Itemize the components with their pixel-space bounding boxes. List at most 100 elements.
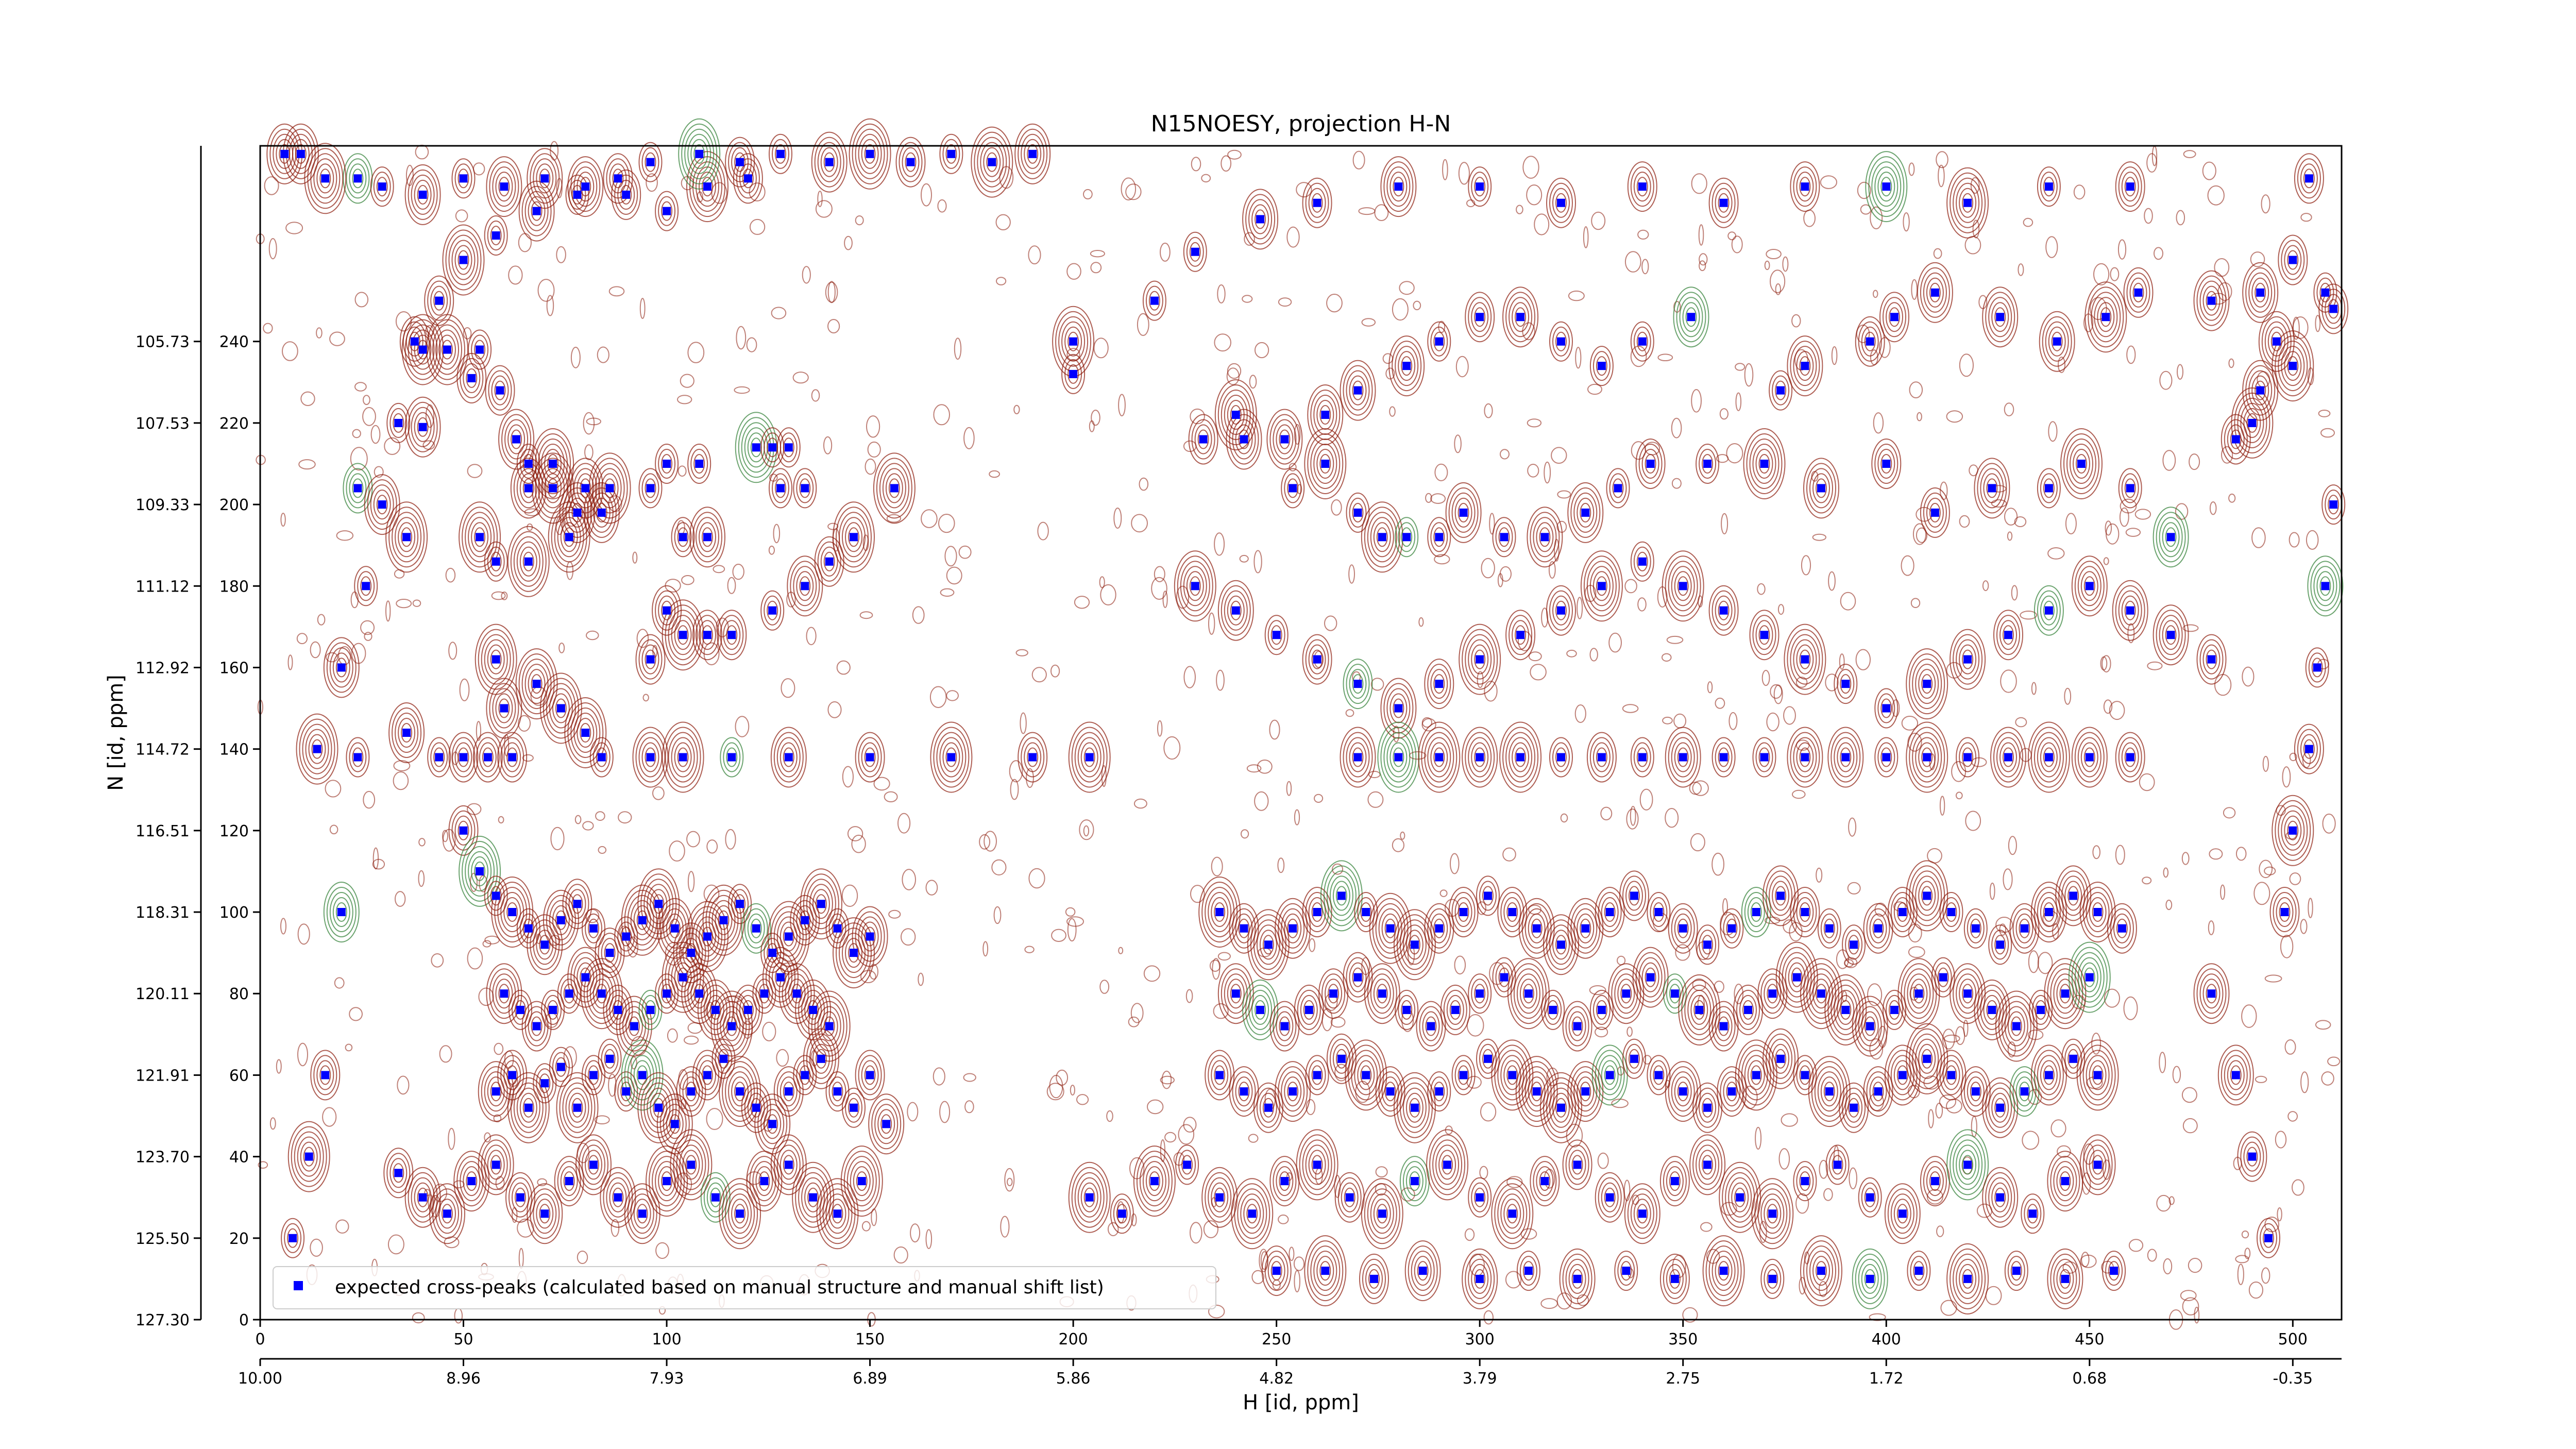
peak-contour (1812, 1256, 1830, 1286)
peak-contour (1349, 497, 1367, 528)
noise-contour (893, 1246, 908, 1263)
peak-contour (492, 688, 516, 729)
peak-contour (2156, 512, 2186, 563)
peak-contour (562, 879, 592, 930)
peak-contour (1936, 1050, 1967, 1101)
peak-contour (2118, 166, 2142, 207)
peak-contour (354, 566, 378, 606)
peak-contour (723, 620, 741, 650)
noise-contour (901, 928, 916, 946)
peak-contour (671, 737, 695, 778)
peak-contour (2033, 732, 2064, 783)
peak-contour (868, 1093, 905, 1155)
peak-contour (1874, 737, 1899, 778)
cross-peak-marker (1605, 1193, 1614, 1202)
cross-peak-marker (1573, 1274, 1582, 1283)
noise-contour (1477, 671, 1484, 688)
peak-contour (506, 747, 518, 767)
peak-contour (2083, 747, 2095, 767)
peak-contour (2050, 1253, 2080, 1304)
peak-contour (1620, 1261, 1632, 1281)
peak-contour (1509, 297, 1533, 338)
noise-contour (1623, 1180, 1631, 1202)
peak-contour (1837, 995, 1855, 1025)
peak-contour (1858, 1006, 1882, 1047)
peak-contour (1344, 1187, 1355, 1207)
peak-contour (1424, 659, 1454, 710)
cross-peak-marker (476, 867, 484, 875)
peak-contour (783, 437, 794, 458)
noise-contour (1999, 923, 2006, 936)
y-index-tick-label: 0 (239, 1311, 249, 1329)
cross-peak-marker (638, 1209, 647, 1218)
cross-peak-marker (2289, 362, 2297, 370)
cross-peak-marker (2313, 663, 2321, 672)
peak-contour (2080, 571, 2098, 601)
peak-contour (1552, 930, 1570, 960)
peak-contour (1305, 182, 1329, 223)
peak-contour (1325, 979, 1343, 1009)
noise-contour (431, 953, 444, 968)
noise-contour (1782, 256, 1789, 272)
peak-contour (2073, 449, 2090, 479)
noise-contour (2008, 836, 2017, 855)
x-index-tick-label: 450 (2075, 1330, 2104, 1349)
cross-peak-marker (1386, 924, 1395, 933)
peak-contour (718, 910, 730, 930)
peak-contour (2082, 1050, 2113, 1101)
noise-contour (1190, 1222, 1202, 1244)
peak-contour (495, 172, 513, 202)
cross-peak-marker (663, 989, 671, 998)
cross-peak-marker (768, 949, 777, 957)
noise-contour (1665, 808, 1679, 828)
peak-contour (1956, 1144, 1980, 1185)
noise-contour (1466, 199, 1476, 207)
x-ppm-tick-label: 5.86 (1056, 1370, 1091, 1388)
peak-contour (762, 947, 799, 1008)
noise-contour (1458, 162, 1470, 185)
peak-contour (1399, 919, 1430, 970)
cross-peak-marker (2256, 288, 2265, 297)
peak-contour (1116, 1204, 1128, 1224)
noise-contour (558, 643, 565, 653)
peak-contour (1929, 502, 1941, 523)
peak-contour (755, 979, 773, 1009)
noise-contour (1566, 649, 1577, 658)
peak-contour (1546, 177, 1576, 228)
peak-contour (1113, 1199, 1131, 1229)
peak-contour (1887, 887, 1918, 937)
peak-contour (1751, 1178, 1794, 1250)
noise-contour (1908, 162, 1915, 176)
cross-peak-marker (1638, 182, 1647, 191)
cross-peak-marker (2020, 1087, 2029, 1096)
peak-contour (1346, 957, 1370, 998)
peak-contour (696, 615, 719, 655)
peak-contour (2257, 1218, 2280, 1258)
peak-contour (592, 742, 611, 772)
noise-contour (632, 551, 638, 564)
noise-contour (1352, 150, 1365, 170)
noise-contour (310, 1238, 323, 1257)
cross-peak-marker (1801, 362, 1809, 370)
noise-contour (1777, 604, 1785, 615)
noise-contour (979, 834, 991, 850)
peak-contour (812, 889, 830, 919)
peak-contour (506, 902, 518, 922)
noise-contour (1442, 159, 1448, 180)
peak-contour (352, 478, 364, 498)
cross-peak-marker (1427, 1022, 1435, 1031)
peak-contour (720, 615, 744, 655)
peak-contour (864, 926, 876, 947)
peak-contour (1912, 1033, 1942, 1084)
peak-contour (882, 468, 906, 509)
peak-contour (2027, 1204, 2039, 1224)
peak-contour (273, 133, 297, 174)
peak-contour (744, 1087, 768, 1128)
peak-contour (1373, 979, 1391, 1009)
peak-contour (389, 1158, 408, 1188)
peak-contour (1803, 458, 1839, 519)
peak-contour (645, 649, 656, 669)
peak-contour (696, 1055, 719, 1096)
noise-contour (537, 1178, 547, 1187)
peak-contour (620, 184, 632, 205)
